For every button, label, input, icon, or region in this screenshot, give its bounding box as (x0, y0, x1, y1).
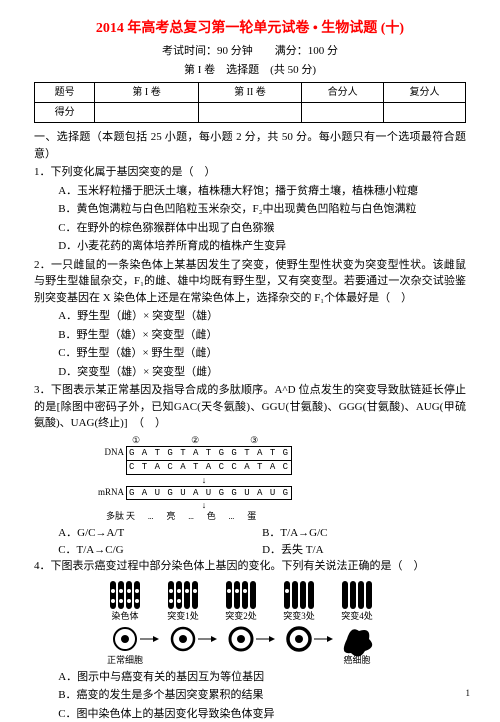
normal-cell-label: 正常细胞 (107, 654, 143, 665)
aa-seq: 天 … 亮 … 色 … 蛋 (126, 512, 258, 522)
cell: 题号 (35, 83, 95, 103)
dna-top: G A T G T A T G G T A T G (126, 446, 292, 461)
q1-opt-d: D．小麦花药的离体培养所育成的植株产生变异 (34, 238, 466, 255)
q1-opt-c: C．在野外的棕色猕猴群体中出现了白色猕猴 (34, 220, 466, 237)
q1-opt-a: A．玉米籽粒播于肥沃土壤，植株穗大籽饱；播于贫瘠土壤，植株穗小粒瘪 (34, 183, 466, 200)
q3-stem: 3．下图表示某正常基因及指导合成的多肽顺序。A^D 位点发生的突变导致肽链延长停… (34, 382, 466, 432)
table-row: 得分 (35, 103, 466, 123)
chrom-label-4: 突变4处 (341, 610, 373, 621)
chrom-label-1: 突变1处 (167, 610, 199, 621)
part-info: 第 I 卷 选择题 (共 50 分) (34, 62, 466, 79)
cell: 复分人 (384, 83, 466, 103)
cell (384, 103, 466, 123)
q2-opt-d: D．突变型（雄）× 突变型（雌） (34, 364, 466, 381)
q3-opt-c: C．T/A→C/G (58, 542, 262, 559)
q1-stem: 1．下列变化属于基因突变的是（ ） (34, 164, 466, 181)
page-number: 1 (466, 687, 471, 701)
q3-opt-b: B．T/A→G/C (262, 525, 466, 542)
q2-stem: 2．一只雌鼠的一条染色体上某基因发生了突变，使野生型性状变为突变型性状。该雌鼠与… (34, 257, 466, 307)
q3-opts-row1: A．G/C→A/T B．T/A→G/C (34, 525, 466, 542)
mrna-label: mRNA (94, 487, 124, 498)
cell: 得分 (35, 103, 95, 123)
chromosome-svg: 染色体 突变1处 突变2处 突变3处 突变4处 正常细胞 癌细胞 (100, 579, 400, 665)
cancer-cell-label: 癌细胞 (343, 654, 370, 665)
section-heading: 一、选择题（本题包括 25 小题，每小题 2 分，共 50 分。每小题只有一个选… (34, 129, 466, 162)
chrom-label-0: 染色体 (111, 610, 138, 621)
q4-opt-a: A．图示中与癌变有关的基因互为等位基因 (34, 669, 466, 686)
mrna-seq: G A U G U A U G G U A U G (126, 486, 292, 501)
score-table: 题号 第 I 卷 第 II 卷 合分人 复分人 得分 (34, 82, 466, 123)
down-arrow-icon: ↓ (124, 500, 284, 511)
chrom-label-3: 突变3处 (283, 610, 315, 621)
page-title: 2014 年高考总复习第一轮单元试卷 • 生物试题 (十) (34, 18, 466, 39)
cell: 第 II 卷 (198, 83, 301, 103)
q1-opt-b: B．黄色饱满粒与白色凹陷粒玉米杂交，F₂中出现黄色凹陷粒与白色饱满粒 (34, 201, 466, 218)
chrom-label-2: 突变2处 (225, 610, 257, 621)
chromosome-diagram: 染色体 突变1处 突变2处 突变3处 突变4处 正常细胞 癌细胞 (34, 579, 466, 665)
cell (198, 103, 301, 123)
q4-opt-b: B．癌变的发生是多个基因突变累积的结果 (34, 687, 466, 704)
down-arrow-icon: ↓ (124, 475, 284, 486)
q3-opt-a: A．G/C→A/T (58, 525, 262, 542)
table-row: 题号 第 I 卷 第 II 卷 合分人 复分人 (35, 83, 466, 103)
cell (302, 103, 384, 123)
aa-label: 多肽 (94, 511, 124, 522)
dna-diagram: ① ② ③ DNAG A T G T A T G G T A T G C T A… (94, 436, 466, 524)
cell (95, 103, 198, 123)
q4-stem: 4．下图表示癌变过程中部分染色体上基因的变化。下列有关说法正确的是（ ） (34, 558, 466, 575)
dna-label: DNA (94, 447, 124, 458)
q3-opt-d: D．丢失 T/A (262, 542, 466, 559)
cell: 合分人 (302, 83, 384, 103)
q2-opt-b: B．野生型（雄）× 突变型（雌） (34, 327, 466, 344)
q3-opts-row2: C．T/A→C/G D．丢失 T/A (34, 542, 466, 559)
cell: 第 I 卷 (95, 83, 198, 103)
q2-opt-a: A．野生型（雌）× 突变型（雄） (34, 308, 466, 325)
q4-opt-c: C．图中染色体上的基因变化导致染色体变异 (34, 706, 466, 722)
exam-info: 考试时间：90 分钟 满分：100 分 (34, 43, 466, 60)
dna-markers: ① ② ③ (94, 436, 466, 447)
q2-opt-c: C．野生型（雄）× 野生型（雌） (34, 345, 466, 362)
dna-bottom: C T A C A T A C C A T A C (126, 461, 292, 475)
